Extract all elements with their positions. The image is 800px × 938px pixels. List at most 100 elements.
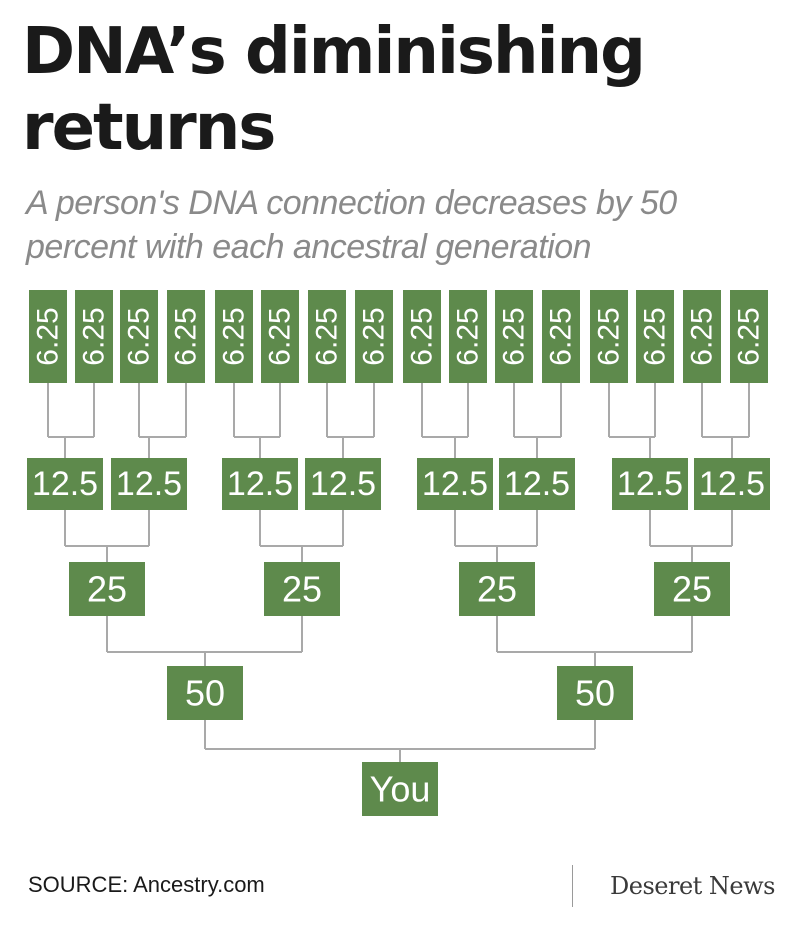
node-gen4-5-label: 6.25: [218, 307, 251, 365]
node-gen2-1: 25: [69, 562, 145, 616]
node-gen4-7-box: [308, 290, 346, 383]
node-gen3-8: 12.5: [694, 458, 770, 510]
node-gen1-2-label: 50: [575, 673, 615, 714]
node-gen4-11-label: 6.25: [498, 307, 531, 365]
node-gen4-1-box: [29, 290, 67, 383]
node-gen4-8: 6.25: [355, 290, 393, 383]
node-gen3-8-label: 12.5: [699, 465, 765, 503]
node-gen4-9-box: [403, 290, 441, 383]
footer-divider: [572, 865, 573, 907]
node-gen3-6-label: 12.5: [504, 465, 570, 503]
tree-connectors: [47, 383, 750, 762]
node-gen4-3-label: 6.25: [123, 307, 156, 365]
node-gen4-1-label: 6.25: [32, 307, 65, 365]
node-gen3-7-box: [612, 458, 688, 510]
node-gen4-12-label: 6.25: [545, 307, 578, 365]
node-gen4-15-label: 6.25: [686, 307, 719, 365]
chart-title: DNA’s diminishing returns: [22, 15, 646, 165]
tree-nodes: You 50 50 25 25 25 25 12.5 12.5 12.5 12.5 12.5 12.5 1…: [27, 290, 770, 816]
node-gen4-15: 6.25: [683, 290, 721, 383]
node-gen4-11: 6.25: [495, 290, 533, 383]
node-gen2-2: 25: [264, 562, 340, 616]
node-gen3-4-box: [305, 458, 381, 510]
node-gen4-4-label: 6.25: [170, 307, 203, 365]
node-gen4-6-box: [261, 290, 299, 383]
node-gen3-1: 12.5: [27, 458, 103, 510]
node-gen3-4-label: 12.5: [310, 465, 376, 503]
node-gen4-16-label: 6.25: [733, 307, 766, 365]
node-gen4-16: 6.25: [730, 290, 768, 383]
node-gen4-10-box: [449, 290, 487, 383]
node-gen2-4-box: [654, 562, 730, 616]
node-you-box: [362, 762, 438, 816]
node-gen4-5: 6.25: [215, 290, 253, 383]
node-gen4-15-box: [683, 290, 721, 383]
node-gen4-4-box: [167, 290, 205, 383]
node-gen4-2-box: [75, 290, 113, 383]
node-gen4-6-label: 6.25: [264, 307, 297, 365]
node-gen3-1-label: 12.5: [32, 465, 98, 503]
node-gen4-8-label: 6.25: [358, 307, 391, 365]
node-gen4-9-label: 6.25: [406, 307, 439, 365]
node-gen1-2-box: [557, 666, 633, 720]
node-gen3-3-box: [222, 458, 298, 510]
node-gen3-5: 12.5: [417, 458, 493, 510]
node-gen3-3: 12.5: [222, 458, 298, 510]
node-gen4-7: 6.25: [308, 290, 346, 383]
node-gen4-2: 6.25: [75, 290, 113, 383]
node-gen4-7-label: 6.25: [311, 307, 344, 365]
node-gen3-6-box: [499, 458, 575, 510]
node-you: You: [362, 762, 438, 816]
node-gen2-1-label: 25: [87, 569, 127, 610]
chart-subtitle: A person's DNA connection decreases by 5…: [26, 184, 677, 266]
node-gen4-13-box: [590, 290, 628, 383]
node-gen2-2-box: [264, 562, 340, 616]
node-gen4-3: 6.25: [120, 290, 158, 383]
node-gen3-2: 12.5: [111, 458, 187, 510]
node-gen3-2-box: [111, 458, 187, 510]
node-gen2-3-box: [459, 562, 535, 616]
node-gen3-7-label: 12.5: [617, 465, 683, 503]
node-gen4-5-box: [215, 290, 253, 383]
node-gen4-11-box: [495, 290, 533, 383]
node-gen4-10: 6.25: [449, 290, 487, 383]
node-gen3-2-label: 12.5: [116, 465, 182, 503]
node-gen2-1-box: [69, 562, 145, 616]
node-gen3-8-box: [694, 458, 770, 510]
deseret-news-logo: Deseret News: [610, 872, 775, 900]
node-gen2-3: 25: [459, 562, 535, 616]
node-gen1-1-label: 50: [185, 673, 225, 714]
node-gen3-6: 12.5: [499, 458, 575, 510]
node-gen2-2-label: 25: [282, 569, 322, 610]
node-gen4-14: 6.25: [636, 290, 674, 383]
node-gen4-13: 6.25: [590, 290, 628, 383]
source-credit: SOURCE: Ancestry.com: [28, 872, 265, 897]
node-gen4-16-box: [730, 290, 768, 383]
node-gen3-7: 12.5: [612, 458, 688, 510]
node-gen4-12: 6.25: [542, 290, 580, 383]
node-gen3-3-label: 12.5: [227, 465, 293, 503]
node-gen4-1: 6.25: [29, 290, 67, 383]
node-gen3-5-box: [417, 458, 493, 510]
node-gen1-2: 50: [557, 666, 633, 720]
node-gen4-10-label: 6.25: [452, 307, 485, 365]
node-gen4-14-label: 6.25: [639, 307, 672, 365]
node-gen4-4: 6.25: [167, 290, 205, 383]
node-gen2-4: 25: [654, 562, 730, 616]
node-gen3-4: 12.5: [305, 458, 381, 510]
node-gen3-1-box: [27, 458, 103, 510]
node-gen1-1: 50: [167, 666, 243, 720]
node-gen4-2-label: 6.25: [78, 307, 111, 365]
node-gen2-4-label: 25: [672, 569, 712, 610]
node-gen4-13-label: 6.25: [593, 307, 626, 365]
node-you-label: You: [370, 769, 431, 810]
node-gen4-9: 6.25: [403, 290, 441, 383]
node-gen4-3-box: [120, 290, 158, 383]
node-gen4-8-box: [355, 290, 393, 383]
node-gen4-12-box: [542, 290, 580, 383]
node-gen1-1-box: [167, 666, 243, 720]
node-gen3-5-label: 12.5: [422, 465, 488, 503]
node-gen2-3-label: 25: [477, 569, 517, 610]
node-gen4-6: 6.25: [261, 290, 299, 383]
